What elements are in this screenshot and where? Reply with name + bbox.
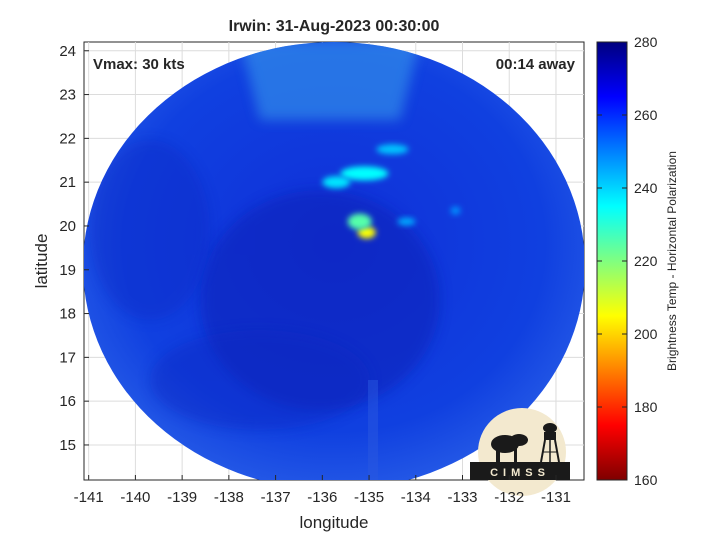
y-tick-label: 18 [59, 306, 76, 323]
swath-seam [368, 380, 378, 480]
convective-feature [340, 166, 389, 181]
convective-feature [347, 213, 372, 230]
x-axis: -141 -140 -139 -138 -137 -136 -135 -134 -133 -132… [74, 475, 571, 506]
x-tick-label: -133 [447, 489, 477, 506]
colorbar-tick-label: 220 [634, 253, 658, 269]
convective-feature [450, 206, 461, 215]
x-axis-label: longitude [299, 513, 368, 532]
chart-title: Irwin: 31-Aug-2023 00:30:00 [229, 18, 440, 35]
colorbar-tick-label: 240 [634, 180, 658, 196]
west-dark-region [90, 140, 210, 320]
convective-feature [397, 217, 416, 226]
colorbar-tick-label: 180 [634, 399, 658, 415]
x-tick-label: -136 [307, 489, 337, 506]
dark-band-region [150, 330, 370, 430]
convective-feature [376, 144, 409, 155]
convective-feature [357, 226, 376, 239]
colorbar-ticks: 160 180 200 220 240 260 280 [597, 34, 658, 488]
y-tick-label: 16 [59, 393, 76, 410]
y-tick-label: 15 [59, 437, 76, 454]
colorbar-tick-label: 200 [634, 326, 658, 342]
y-tick-label: 23 [59, 87, 76, 104]
x-tick-label: -140 [120, 489, 150, 506]
x-tick-label: -137 [261, 489, 291, 506]
colorbar-label: Brightness Temp - Horizontal Polarizatio… [665, 151, 679, 371]
swath-layer [84, 42, 584, 480]
y-axis-label: latitude [32, 234, 51, 289]
x-tick-label: -138 [214, 489, 244, 506]
y-tick-label: 21 [59, 174, 76, 191]
time-away-annotation: 00:14 away [496, 56, 576, 73]
cimss-logo: CIMSS [470, 408, 570, 496]
colorbar-tick-label: 160 [634, 472, 658, 488]
x-tick-label: -134 [401, 489, 431, 506]
convective-features [322, 144, 461, 239]
y-axis: 15 16 17 18 19 20 21 22 23 24 [59, 43, 89, 454]
y-tick-label: 22 [59, 130, 76, 147]
x-tick-label: -131 [541, 489, 571, 506]
swath-edge-strip [240, 42, 420, 120]
x-tick-label: -139 [167, 489, 197, 506]
y-tick-label: 19 [59, 262, 76, 279]
y-tick-label: 17 [59, 349, 76, 366]
convective-feature [322, 176, 351, 189]
colorbar-tick-label: 260 [634, 107, 658, 123]
vmax-annotation: Vmax: 30 kts [93, 56, 185, 73]
y-tick-label: 20 [59, 218, 76, 235]
x-tick-label: -135 [354, 489, 384, 506]
colorbar: 160 180 200 220 240 260 280 Brightness Temp - … [596, 34, 679, 488]
cimss-logo-text: CIMSS [490, 467, 550, 479]
y-tick-label: 24 [59, 43, 76, 60]
x-tick-label: -141 [74, 489, 104, 506]
colorbar-tick-label: 280 [634, 34, 658, 50]
x-tick-label: -132 [494, 489, 524, 506]
